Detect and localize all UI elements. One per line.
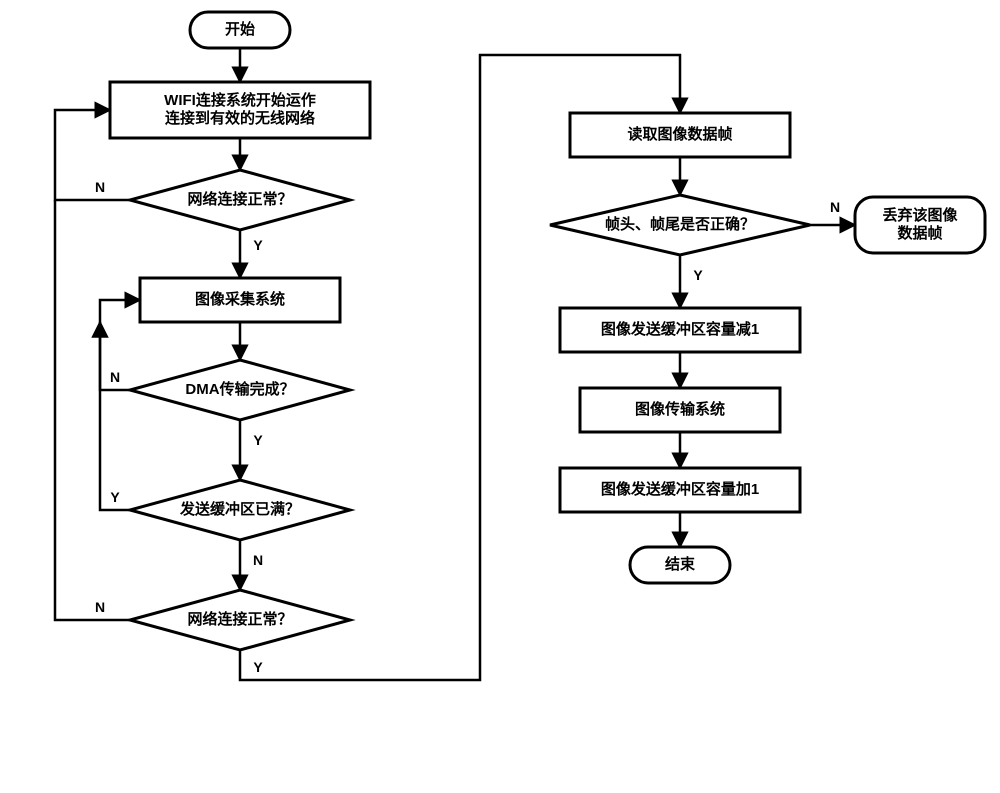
node-end: 结束 bbox=[630, 547, 730, 583]
svg-text:DMA传输完成？: DMA传输完成？ bbox=[185, 380, 294, 398]
node-buf: 发送缓冲区已满？ bbox=[130, 480, 350, 540]
svg-text:图像发送缓冲区容量加1: 图像发送缓冲区容量加1 bbox=[601, 480, 759, 498]
svg-text:图像采集系统: 图像采集系统 bbox=[195, 290, 285, 308]
node-trans: 图像传输系统 bbox=[580, 388, 780, 432]
svg-text:Y: Y bbox=[253, 237, 263, 253]
node-net1: 网络连接正常？ bbox=[130, 170, 350, 230]
svg-text:Y: Y bbox=[253, 432, 263, 448]
svg-text:网络连接正常？: 网络连接正常？ bbox=[187, 610, 292, 628]
svg-text:N: N bbox=[830, 199, 840, 215]
node-discard: 丢弃该图像数据帧 bbox=[855, 197, 985, 253]
svg-text:N: N bbox=[110, 369, 120, 385]
node-start: 开始 bbox=[190, 12, 290, 48]
svg-text:Y: Y bbox=[110, 489, 120, 505]
svg-text:图像传输系统: 图像传输系统 bbox=[635, 400, 725, 418]
svg-text:发送缓冲区已满？: 发送缓冲区已满？ bbox=[179, 500, 300, 518]
svg-text:N: N bbox=[95, 179, 105, 195]
svg-text:帧头、帧尾是否正确？: 帧头、帧尾是否正确？ bbox=[605, 215, 755, 233]
flowchart: 开始WIFI连接系统开始运作连接到有效的无线网络网络连接正常？图像采集系统DMA… bbox=[0, 0, 1000, 793]
svg-text:Y: Y bbox=[253, 659, 263, 675]
svg-text:开始: 开始 bbox=[225, 20, 255, 38]
svg-text:读取图像数据帧: 读取图像数据帧 bbox=[627, 125, 732, 143]
svg-text:丢弃该图像: 丢弃该图像 bbox=[882, 206, 958, 224]
node-dec1: 图像发送缓冲区容量减1 bbox=[560, 308, 800, 352]
svg-text:N: N bbox=[95, 599, 105, 615]
svg-text:图像发送缓冲区容量减1: 图像发送缓冲区容量减1 bbox=[601, 320, 759, 338]
svg-text:Y: Y bbox=[693, 267, 703, 283]
svg-text:连接到有效的无线网络: 连接到有效的无线网络 bbox=[165, 109, 315, 127]
node-inc1: 图像发送缓冲区容量加1 bbox=[560, 468, 800, 512]
node-dma: DMA传输完成？ bbox=[130, 360, 350, 420]
node-wifi: WIFI连接系统开始运作连接到有效的无线网络 bbox=[110, 82, 370, 138]
node-net2: 网络连接正常？ bbox=[130, 590, 350, 650]
svg-text:WIFI连接系统开始运作: WIFI连接系统开始运作 bbox=[164, 91, 316, 109]
svg-text:网络连接正常？: 网络连接正常？ bbox=[187, 190, 292, 208]
node-frame: 帧头、帧尾是否正确？ bbox=[550, 195, 810, 255]
svg-text:结束: 结束 bbox=[665, 555, 696, 573]
svg-text:数据帧: 数据帧 bbox=[897, 224, 942, 242]
node-capture: 图像采集系统 bbox=[140, 278, 340, 322]
svg-text:N: N bbox=[253, 552, 263, 568]
node-read: 读取图像数据帧 bbox=[570, 113, 790, 157]
